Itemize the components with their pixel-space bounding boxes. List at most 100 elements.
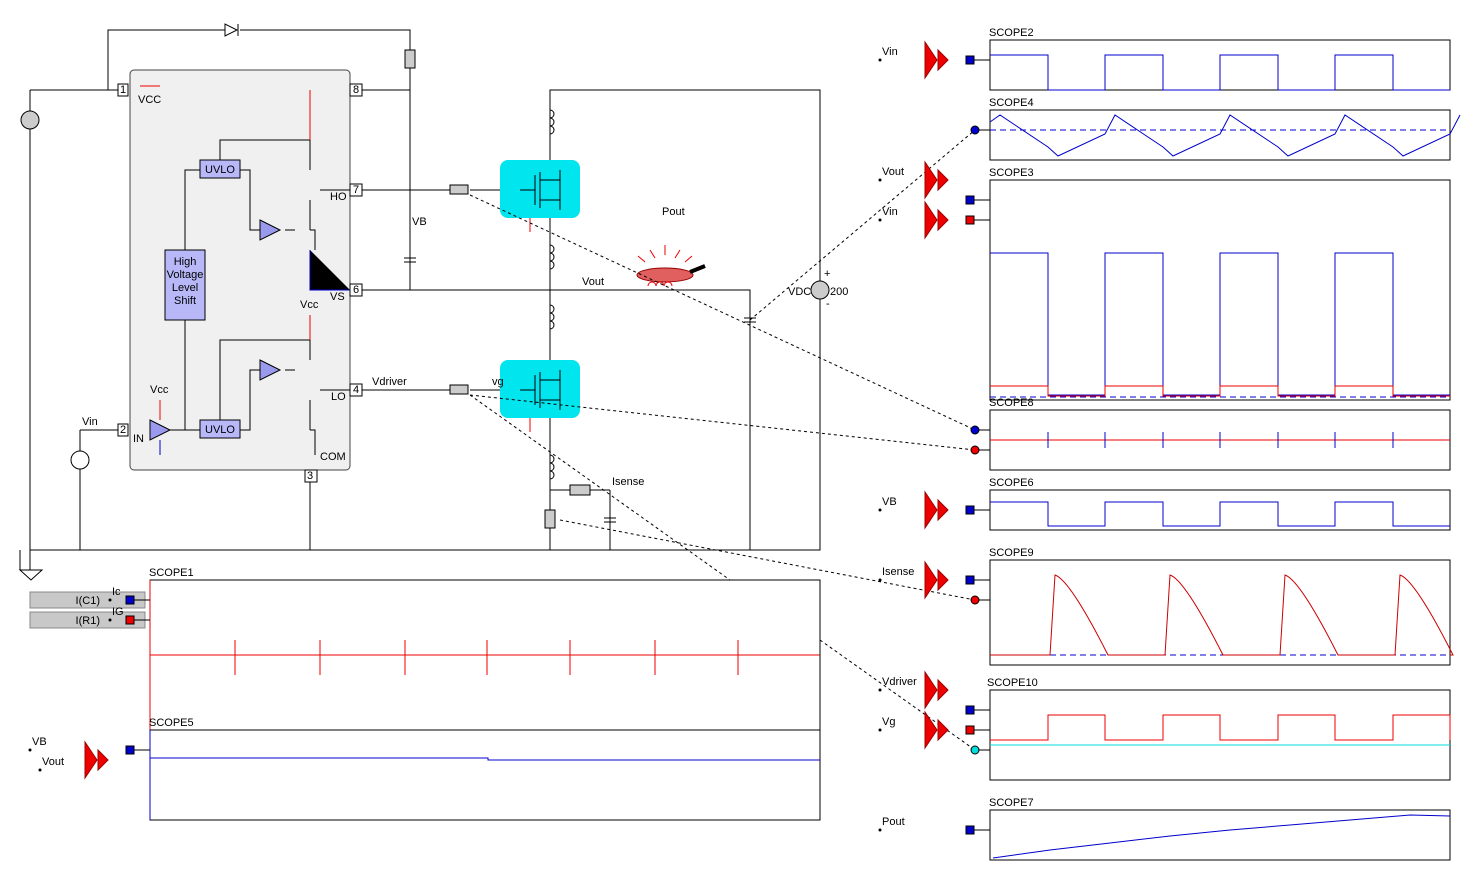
pin: 2: [120, 424, 126, 436]
amplifier: [924, 490, 949, 530]
pin: 8: [353, 84, 359, 96]
waveform: [992, 814, 1451, 859]
waveform: [234, 640, 739, 675]
label: Voltage: [167, 269, 204, 281]
input-label: VB: [882, 496, 897, 508]
label: Vout: [582, 276, 604, 288]
label: VS: [330, 291, 345, 303]
amplifier: [924, 560, 949, 600]
label: -: [826, 298, 830, 310]
label: High: [174, 256, 197, 268]
amplifier: [84, 740, 109, 780]
label: Vcc: [300, 299, 319, 311]
connector: [965, 725, 975, 735]
scope-box: [149, 729, 821, 821]
input-label: IG: [112, 606, 124, 618]
label: 200: [830, 286, 848, 298]
scope-title: SCOPE10: [987, 677, 1038, 689]
scopes: SCOPE2 Vin SCOPE4 SCOPE3 Vout Vin SCOPE8 SCOPE6…: [28, 27, 1461, 861]
connector: [970, 125, 980, 135]
pin: 7: [353, 184, 359, 196]
label: VDC: [788, 286, 811, 298]
waveform: [150, 757, 820, 761]
label: Vcc: [150, 384, 169, 396]
connector: [970, 445, 980, 455]
connector: [125, 595, 135, 605]
waveform: [990, 252, 1450, 396]
terminal: [878, 218, 882, 222]
terminal: [38, 768, 42, 772]
circuit-labels: 1 2 3 4 6 7 8 VCC UVLO UVLO High Voltage…: [82, 84, 848, 488]
amplifier: [924, 200, 949, 240]
amplifier: [924, 670, 949, 710]
terminal: [878, 578, 882, 582]
label: LO: [331, 391, 346, 403]
waveform: [990, 54, 1450, 91]
meter-label: I(R1): [76, 615, 100, 627]
wires: [18, 23, 976, 751]
scope-title: SCOPE6: [989, 477, 1034, 489]
scope-title: SCOPE2: [989, 27, 1034, 39]
meter-label: I(C1): [76, 595, 100, 607]
amplifier: [924, 160, 949, 200]
label: Isense: [612, 476, 644, 488]
connector: [965, 705, 975, 715]
connector: [970, 745, 980, 755]
connector: [970, 425, 980, 435]
input-label: VB: [32, 736, 47, 748]
connector: [970, 595, 980, 605]
connector: [965, 195, 975, 205]
label: Vin: [82, 416, 98, 428]
scope-title: SCOPE9: [989, 547, 1034, 559]
scope-title: SCOPE3: [989, 167, 1034, 179]
amplifier: [924, 40, 949, 80]
label: VB: [412, 216, 427, 228]
scope-box: [989, 559, 1451, 666]
label: UVLO: [205, 424, 235, 436]
terminal: [878, 58, 882, 62]
connector: [965, 825, 975, 835]
input-label: Vin: [882, 206, 898, 218]
pin: 4: [353, 384, 359, 396]
terminal: [878, 688, 882, 692]
connector: [965, 55, 975, 65]
pin: 6: [353, 284, 359, 296]
label: IN: [133, 433, 144, 445]
terminal: [878, 728, 882, 732]
label: +: [824, 268, 830, 280]
label: Vdriver: [372, 376, 407, 388]
connector: [965, 575, 975, 585]
input-label: Vout: [882, 166, 904, 178]
connector: [125, 615, 135, 625]
amplifier: [924, 710, 949, 750]
connector: [965, 505, 975, 515]
waveform: [1047, 432, 1394, 448]
scope-title: SCOPE5: [149, 717, 194, 729]
meters: I(C1) I(R1): [29, 591, 146, 629]
pin: 1: [120, 84, 126, 96]
waveform: [989, 114, 1461, 157]
scope-box: [989, 109, 1451, 161]
terminal: [28, 748, 32, 752]
label: HO: [330, 191, 347, 203]
label: Level: [172, 282, 198, 294]
input-label: Vin: [882, 46, 898, 58]
input-label: Pout: [882, 816, 905, 828]
input-label: Isense: [882, 566, 914, 578]
connector: [965, 215, 975, 225]
waveform: [990, 385, 1450, 397]
terminal: [108, 598, 112, 602]
terminal: [108, 618, 112, 622]
waveform: [990, 501, 1450, 527]
input-label: Vg: [882, 716, 895, 728]
input-label: Ic: [112, 586, 121, 598]
label: vg: [492, 376, 504, 388]
terminal: [878, 178, 882, 182]
label: UVLO: [205, 164, 235, 176]
scope-title: SCOPE7: [989, 797, 1034, 809]
input-label: Vdriver: [882, 676, 917, 688]
scope-title: SCOPE8: [989, 397, 1034, 409]
label: Pout: [662, 206, 685, 218]
label: VCC: [138, 94, 161, 106]
